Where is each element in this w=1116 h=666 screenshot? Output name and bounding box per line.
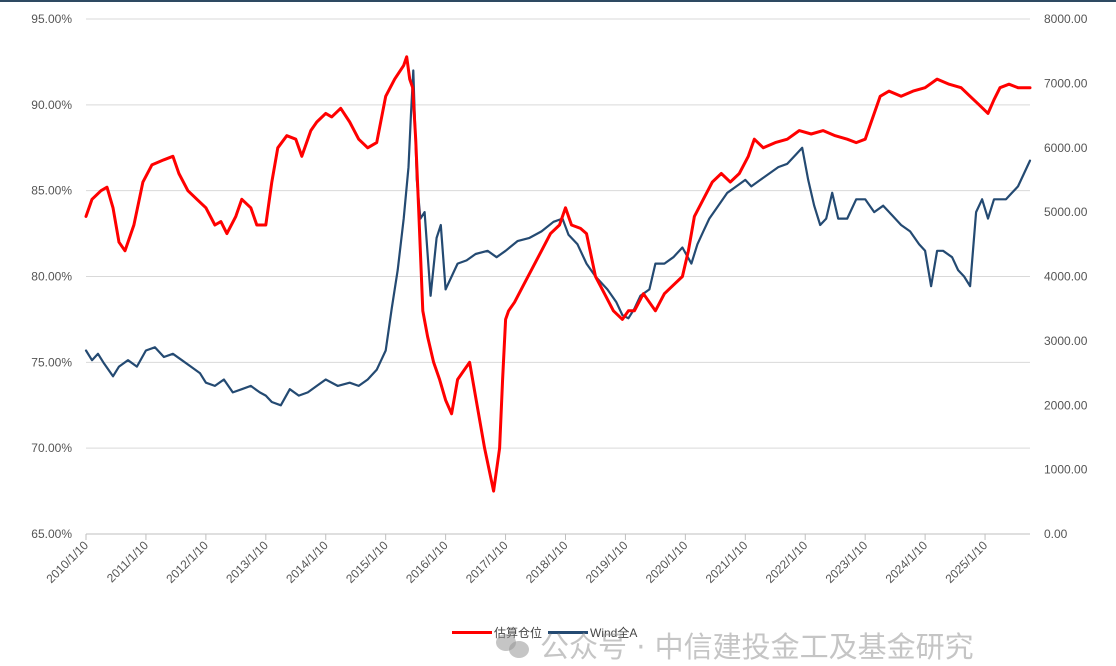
- x-tick-label: 2012/1/10: [163, 538, 211, 586]
- x-tick-label: 2015/1/10: [343, 538, 391, 586]
- right-tick-label: 2000.00: [1044, 398, 1088, 412]
- x-tick-label: 2017/1/10: [463, 538, 511, 586]
- watermark: 公众号 · 中信建投金工及基金研究: [496, 624, 974, 666]
- left-tick-label: 90.00%: [31, 98, 72, 112]
- x-tick-label: 2021/1/10: [703, 538, 751, 586]
- x-tick-label: 2010/1/10: [43, 538, 91, 586]
- x-tick-label: 2024/1/10: [883, 538, 931, 586]
- gridlines: [86, 18, 1030, 535]
- right-tick-label: 4000.00: [1044, 270, 1088, 284]
- legend-swatch-wind: [548, 630, 589, 634]
- right-tick-label: 7000.00: [1044, 76, 1088, 90]
- x-tick-label: 2022/1/10: [763, 538, 811, 586]
- watermark-text: 公众号 · 中信建投金工及基金研究: [540, 630, 974, 664]
- legend-swatch-position: [452, 630, 492, 634]
- x-tick-label: 2023/1/10: [823, 538, 871, 586]
- series-line-wind: [84, 69, 1032, 407]
- left-tick-label: 75.00%: [31, 355, 72, 369]
- left-tick-label: 70.00%: [31, 441, 72, 455]
- right-tick-label: 1000.00: [1044, 463, 1088, 477]
- right-tick-label: 8000.00: [1044, 12, 1088, 26]
- right-tick-label: 0.00: [1044, 527, 1068, 541]
- x-tick-label: 2013/1/10: [223, 538, 271, 586]
- right-tick-label: 5000.00: [1044, 205, 1088, 219]
- left-tick-label: 95.00%: [31, 12, 72, 26]
- right-tick-label: 3000.00: [1044, 334, 1088, 348]
- x-tick-label: 2020/1/10: [643, 538, 691, 586]
- left-tick-label: 80.00%: [31, 270, 72, 284]
- left-tick-label: 85.00%: [31, 184, 72, 198]
- left-axis-ticks: 95.00% 90.00% 85.00% 80.00% 75.00% 70.00% 65.0…: [31, 12, 72, 541]
- x-tick-label: 2014/1/10: [283, 538, 331, 586]
- x-tick-label: 2016/1/10: [403, 538, 451, 586]
- left-tick-label: 65.00%: [31, 527, 72, 541]
- top-border: [0, 0, 1116, 2]
- legend-item-wind: Wind全A: [548, 624, 637, 641]
- series-lines: [84, 55, 1032, 493]
- x-tick-label: 2019/1/10: [583, 538, 631, 586]
- x-tick-label: 2018/1/10: [523, 538, 571, 586]
- wechat-icon: [496, 630, 530, 660]
- series-line-position: [84, 55, 1032, 493]
- legend-label-wind: Wind全A: [590, 625, 638, 640]
- x-tick-label: 2011/1/10: [104, 538, 151, 585]
- x-tick-label: 2025/1/10: [943, 538, 991, 586]
- right-tick-label: 6000.00: [1044, 141, 1088, 155]
- right-axis-ticks: 8000.00 7000.00 6000.00 5000.00 4000.00 3000.…: [1044, 12, 1088, 541]
- x-axis: 2010/1/10 2011/1/10 2012/1/10 2013/1/10 2014…: [43, 534, 990, 586]
